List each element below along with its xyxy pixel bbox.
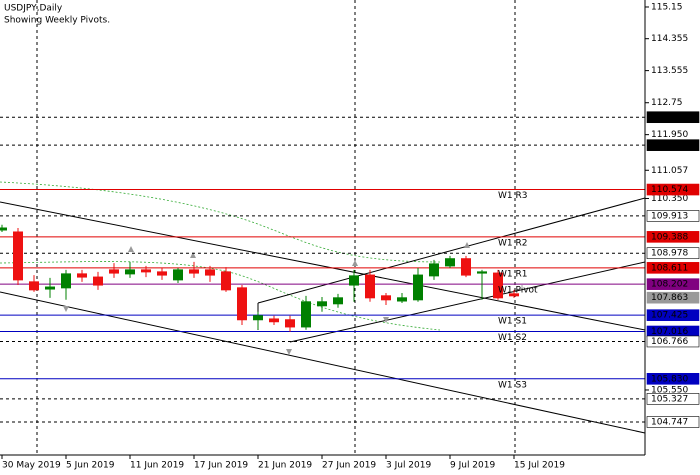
candle-body <box>301 301 311 328</box>
price-tag-label: 109.913 <box>651 211 688 221</box>
x-tick-label: 11 Jun 2019 <box>130 461 184 471</box>
price-tag <box>646 309 700 321</box>
candle-body <box>461 258 471 276</box>
y-tick-label: 111.057 <box>651 166 688 176</box>
price-tag-label: 110.574 <box>651 185 688 195</box>
plot <box>0 116 645 423</box>
y-tick-label: 115.15 <box>651 2 683 12</box>
candle-body <box>141 269 151 273</box>
candle-body <box>189 269 199 274</box>
level-name: W1 S3 <box>498 380 527 390</box>
y-tick-label: 111.950 <box>651 130 688 140</box>
price-tag-label: 105.327 <box>651 394 688 404</box>
price-tag-label: 112.387 <box>651 113 688 123</box>
x-tick-label: 27 Jun 2019 <box>322 461 376 471</box>
y-tick-label: 113.555 <box>651 66 688 76</box>
y-tick-label: 110.350 <box>651 194 688 204</box>
level-name: W1 R1 <box>498 269 527 279</box>
level-name: W1 R3 <box>498 191 527 201</box>
trend-line <box>257 197 646 304</box>
y-tick-label: 112.75 <box>651 98 683 108</box>
candle-body <box>77 273 87 278</box>
level-name: W1 R2 <box>498 238 527 248</box>
y-tick-label: 114.355 <box>651 34 688 44</box>
candle-body <box>477 271 487 274</box>
envelope-lower <box>0 261 441 331</box>
price-tag <box>646 335 700 348</box>
x-tick-label: 15 Jul 2019 <box>514 461 565 471</box>
trend-line <box>289 261 646 343</box>
candle-body <box>237 287 247 321</box>
candle-body <box>173 269 183 281</box>
candle-body <box>333 297 343 305</box>
x-tick-label: 3 Jul 2019 <box>386 461 431 471</box>
price-tag <box>646 247 700 260</box>
chart-title: USDJPY,Daily <box>4 4 63 14</box>
candle-body <box>317 301 327 307</box>
candle-body <box>221 271 231 291</box>
candle-body <box>157 271 167 276</box>
candle-body <box>445 258 455 267</box>
price-tag <box>646 183 700 196</box>
candle-body <box>413 274 423 301</box>
price-tag <box>646 416 700 428</box>
price-tag-label: 105.830 <box>651 374 688 384</box>
candle-body <box>29 281 39 291</box>
price-tag-label: 107.863 <box>651 293 688 303</box>
price-tag-label: 108.978 <box>651 249 688 259</box>
candle-body <box>269 318 279 323</box>
trend-line <box>0 201 646 331</box>
candle-body <box>125 269 135 275</box>
price-tag <box>646 373 700 385</box>
price-tag-label: 106.766 <box>651 337 688 347</box>
x-tick-label: 9 Jul 2019 <box>450 461 495 471</box>
candle-body <box>349 275 359 286</box>
candle-body <box>429 263 439 277</box>
candle-body <box>61 273 71 289</box>
candle-body <box>253 315 263 321</box>
price-tag <box>646 262 700 274</box>
candle-body <box>509 293 519 297</box>
candle-body <box>365 274 375 299</box>
candle-body <box>13 231 23 281</box>
level-name: W1 S2 <box>498 333 527 343</box>
price-tag <box>646 393 700 405</box>
price-tag-label: 107.016 <box>651 327 688 337</box>
price-tag-label: 109.388 <box>651 232 688 242</box>
price-tag <box>646 210 700 222</box>
candle-body <box>45 286 55 290</box>
candle-body <box>285 319 295 328</box>
candle-body <box>381 295 391 301</box>
price-tag-label: 111.686 <box>651 141 688 151</box>
candle-body <box>0 227 7 231</box>
level-name: W1 Pivot <box>498 286 538 296</box>
price-tag <box>646 291 700 304</box>
price-tag-label: 108.202 <box>651 280 688 290</box>
price-tag-label: 107.425 <box>651 311 688 321</box>
candle-body <box>397 297 407 302</box>
candle-body <box>109 269 119 274</box>
price-tag-label: 104.747 <box>651 418 688 428</box>
y-tick-label: 105.550 <box>651 385 688 395</box>
price-tag <box>646 139 700 151</box>
level-name: W1 S1 <box>498 317 527 327</box>
price-tag <box>646 111 700 124</box>
x-tick-label: 17 Jun 2019 <box>194 461 248 471</box>
x-tick-label: 5 Jun 2019 <box>66 461 115 471</box>
price-tag <box>646 231 700 243</box>
candle-body <box>205 269 215 276</box>
candle-body <box>493 272 503 299</box>
chart-subtitle: Showing Weekly Pivots. <box>4 16 110 26</box>
price-tag <box>646 278 700 290</box>
price-tag-label: 108.611 <box>651 263 688 273</box>
x-tick-label: 30 May 2019 <box>2 461 61 471</box>
envelope-upper <box>0 181 441 263</box>
x-tick-label: 21 Jun 2019 <box>258 461 312 471</box>
candle-body <box>93 276 103 286</box>
